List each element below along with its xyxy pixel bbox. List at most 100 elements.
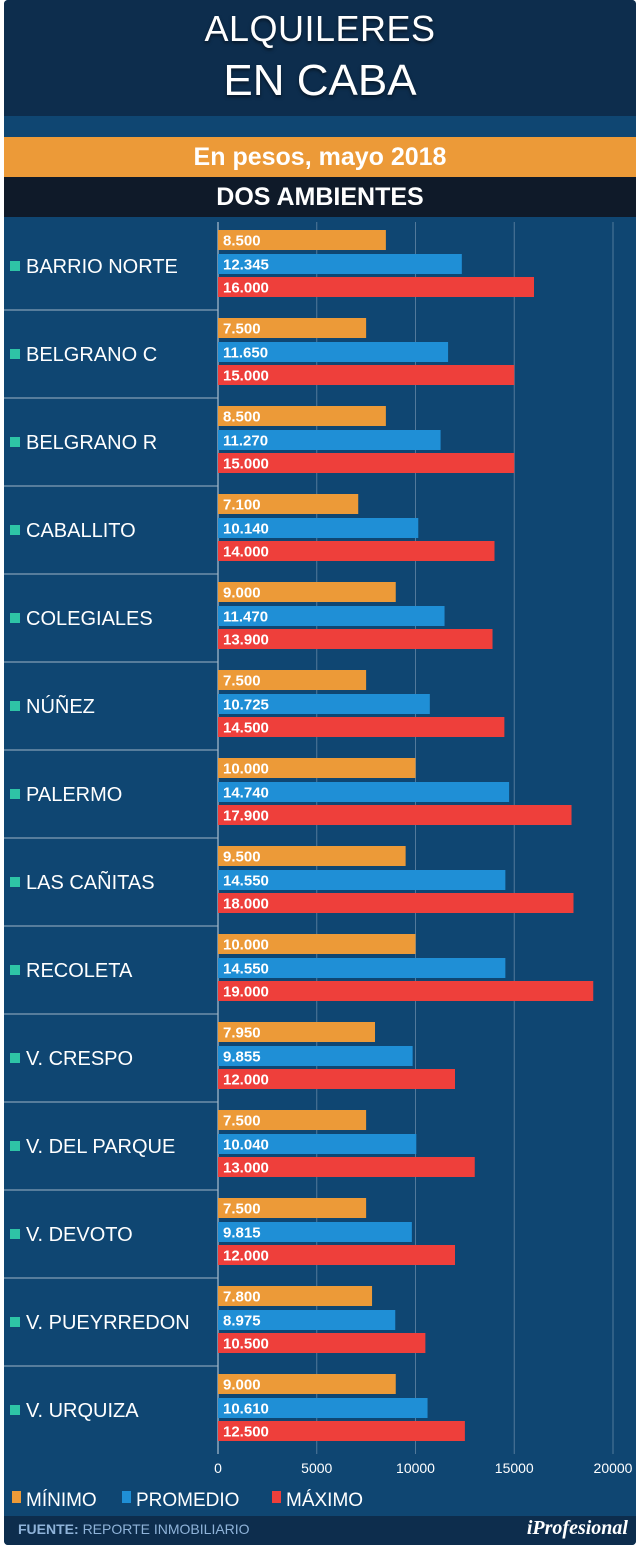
category-bullet-icon: [10, 877, 20, 887]
category-bullet-icon: [10, 349, 20, 359]
bar-value-label: 12.345: [223, 257, 269, 274]
bar-value-label: 14.500: [223, 720, 269, 737]
category-bullet-icon: [10, 613, 20, 623]
bar-máximo: [218, 541, 495, 561]
bar-máximo: [218, 1157, 475, 1177]
bar-value-label: 14.550: [223, 961, 269, 978]
chart-subtitle: En pesos, mayo 2018: [4, 137, 636, 177]
category-label: CABALLITO: [26, 520, 136, 542]
bar-mínimo: [218, 670, 367, 690]
bar-value-label: 7.500: [223, 321, 261, 338]
bar-value-label: 12.500: [223, 1424, 269, 1441]
bar-value-label: 13.000: [223, 1160, 269, 1177]
bar-promedio: [218, 694, 430, 714]
footer-bar: [4, 1516, 636, 1545]
bar-value-label: 18.000: [223, 896, 269, 913]
category-bullet-icon: [10, 1317, 20, 1327]
x-tick-label: 20000: [594, 1460, 633, 1476]
bar-value-label: 7.100: [223, 497, 261, 514]
bar-value-label: 14.740: [223, 785, 269, 802]
bar-máximo: [218, 893, 574, 913]
bar-value-label: 17.900: [223, 808, 269, 825]
bar-value-label: 9.855: [223, 1049, 261, 1066]
chart-frame: ALQUILERES EN CABA En pesos, mayo 2018 D…: [4, 0, 636, 1545]
bar-value-label: 10.000: [223, 761, 269, 778]
legend-label: MÁXIMO: [286, 1490, 363, 1511]
category-label: COLEGIALES: [26, 608, 153, 630]
bar-mínimo: [218, 494, 359, 514]
bar-value-label: 19.000: [223, 984, 269, 1001]
category-label: V. CRESPO: [26, 1048, 133, 1070]
bar-mínimo: [218, 318, 367, 338]
bar-value-label: 16.000: [223, 280, 269, 297]
chart-title-line1: ALQUILERES: [204, 8, 436, 49]
source-note: FUENTE: REPORTE INMOBILIARIO: [18, 1521, 250, 1537]
bar-promedio: [218, 430, 441, 450]
bar-promedio: [218, 1134, 417, 1154]
category-bullet-icon: [10, 1141, 20, 1151]
category-bullet-icon: [10, 1229, 20, 1239]
bar-value-label: 9.000: [223, 1377, 261, 1394]
bar-promedio: [218, 606, 445, 626]
bar-máximo: [218, 277, 534, 297]
category-label: RECOLETA: [26, 960, 133, 982]
bar-value-label: 8.975: [223, 1313, 261, 1330]
category-bullet-icon: [10, 1053, 20, 1063]
bar-value-label: 10.000: [223, 937, 269, 954]
bar-máximo: [218, 1421, 465, 1441]
bar-value-label: 7.500: [223, 1201, 261, 1218]
bar-promedio: [218, 518, 419, 538]
category-label: BELGRANO C: [26, 344, 157, 366]
bar-mínimo: [218, 582, 396, 602]
bar-value-label: 10.040: [223, 1137, 269, 1154]
bar-mínimo: [218, 846, 406, 866]
legend-swatch-icon: [12, 1491, 21, 1503]
bar-máximo: [218, 1069, 455, 1089]
legend-swatch-icon: [272, 1491, 281, 1503]
bar-máximo: [218, 981, 594, 1001]
bar-mínimo: [218, 230, 386, 250]
category-bullet-icon: [10, 525, 20, 535]
bar-máximo: [218, 365, 515, 385]
bar-value-label: 8.500: [223, 409, 261, 426]
header: ALQUILERES EN CABA: [4, 0, 636, 116]
bar-máximo: [218, 1245, 455, 1265]
bar-value-label: 8.500: [223, 233, 261, 250]
bar-value-label: 7.800: [223, 1289, 261, 1306]
brand-logo: iProfesional: [526, 1517, 628, 1539]
bar-value-label: 15.000: [223, 456, 269, 473]
bar-máximo: [218, 629, 493, 649]
category-label: V. DEVOTO: [26, 1224, 133, 1246]
bar-value-label: 9.000: [223, 585, 261, 602]
bar-value-label: 10.500: [223, 1336, 269, 1353]
chart-title-line2: EN CABA: [223, 56, 417, 105]
bar-value-label: 9.500: [223, 849, 261, 866]
bar-promedio: [218, 254, 462, 274]
bar-value-label: 11.650: [223, 345, 268, 362]
category-label: BARRIO NORTE: [26, 256, 178, 278]
category-label: LAS CAÑITAS: [26, 870, 155, 894]
bar-mínimo: [218, 406, 386, 426]
bar-máximo: [218, 453, 515, 473]
bar-promedio: [218, 1046, 413, 1066]
bar-mínimo: [218, 1022, 376, 1042]
bar-value-label: 14.000: [223, 544, 269, 561]
bar-chart: BARRIO NORTE 8.500 12.345 16.000 BELGRANO C 7…: [4, 222, 633, 1511]
category-label: PALERMO: [26, 784, 122, 806]
bar-promedio: [218, 1398, 428, 1418]
category-label: NÚÑEZ: [26, 694, 95, 718]
bar-mínimo: [218, 1198, 367, 1218]
bar-mínimo: [218, 1374, 396, 1394]
bar-value-label: 7.500: [223, 673, 261, 690]
category-bullet-icon: [10, 1405, 20, 1415]
bar-value-label: 10.725: [223, 697, 269, 714]
bar-promedio: [218, 1222, 412, 1242]
bar-mínimo: [218, 758, 416, 778]
bar-promedio: [218, 782, 510, 802]
bar-value-label: 12.000: [223, 1248, 269, 1265]
section-title: DOS AMBIENTES: [4, 177, 636, 217]
bar-mínimo: [218, 1110, 367, 1130]
category-label: V. DEL PARQUE: [26, 1136, 175, 1158]
bar-máximo: [218, 717, 505, 737]
bar-value-label: 14.550: [223, 873, 269, 890]
